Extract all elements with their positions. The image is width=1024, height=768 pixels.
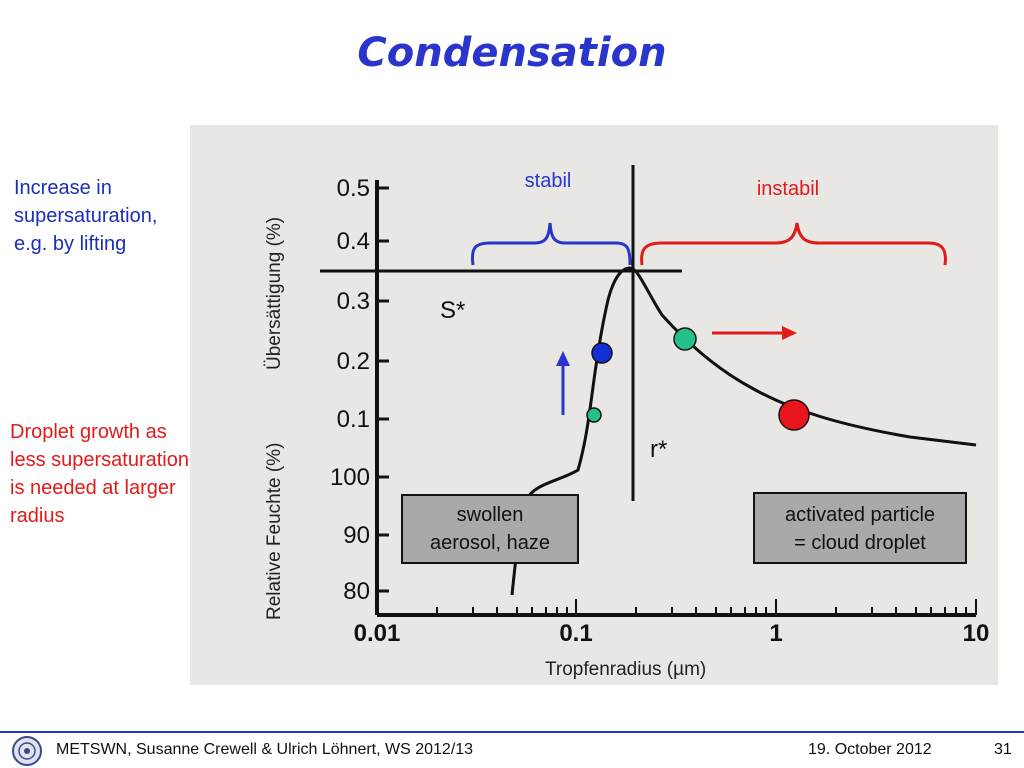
dot-red: [778, 399, 810, 431]
y-axis-title-lower: Relative Feuchte (%): [264, 443, 285, 620]
note-line: radius: [10, 505, 65, 527]
box-activated-line: activated particle: [785, 504, 935, 526]
dot-blue: [591, 342, 613, 364]
dot-green-small: [586, 407, 602, 423]
note-line: less supersaturation: [10, 449, 189, 471]
koehler-plot: 0.5 0.4 0.3 0.2 0.1 100 90 80 0.01 0.1 1…: [264, 165, 990, 680]
box-swollen-line: swollen: [457, 504, 524, 526]
koehler-figure: 0.5 0.4 0.3 0.2 0.1 100 90 80 0.01 0.1 1…: [190, 125, 998, 685]
stabil-brace: [471, 222, 632, 266]
x-axis-title: Tropfenradius (µm): [545, 659, 706, 680]
box-activated-particle: activated particle = cloud droplet: [753, 492, 967, 564]
x-tick-label: 0.01: [354, 620, 401, 647]
dot-green: [673, 327, 697, 351]
y-tick-label: 0.2: [337, 348, 370, 375]
x-tick-label: 0.1: [559, 620, 592, 647]
footer-date: 19. October 2012: [808, 741, 932, 758]
y-tick-label: 100: [330, 464, 370, 491]
y-tick-label: 0.1: [337, 406, 370, 433]
footer-divider: [0, 731, 1024, 733]
x-tick-label: 10: [963, 620, 990, 647]
label-s-star: S*: [440, 297, 465, 324]
y-tick-label: 0.5: [337, 175, 370, 202]
y-axis-title-upper: Übersättigung (%): [264, 217, 285, 370]
footer-credit: METSWN, Susanne Crewell & Ulrich Löhnert…: [56, 741, 474, 758]
box-swollen-line: aerosol, haze: [430, 532, 550, 554]
note-line: is needed at larger: [10, 477, 176, 499]
box-activated-line: = cloud droplet: [794, 532, 926, 554]
note-droplet-growth: Droplet growth as less supersaturation i…: [10, 418, 246, 530]
y-tick-label: 0.3: [337, 288, 370, 315]
box-swollen-aerosol: swollen aerosol, haze: [401, 494, 579, 564]
label-stabil: stabil: [525, 170, 572, 192]
y-tick-label: 80: [343, 578, 370, 605]
slide-title: Condensation: [357, 30, 667, 76]
y-tick-label: 0.4: [337, 228, 370, 255]
footer-page-number: 31: [994, 741, 1012, 758]
label-instabil: instabil: [757, 178, 819, 200]
x-tick-marks: [376, 599, 977, 615]
x-tick-label: 1: [769, 620, 782, 647]
instabil-brace: [640, 222, 947, 266]
note-line: Increase in: [14, 177, 112, 199]
note-line: e.g. by lifting: [14, 233, 127, 255]
note-supersaturation-lifting: Increase in supersaturation, e.g. by lif…: [14, 174, 214, 258]
note-line: Droplet growth as: [10, 421, 167, 443]
university-seal-icon: [12, 736, 42, 766]
y-tick-label: 90: [343, 522, 370, 549]
lifting-arrow-head: [556, 351, 570, 366]
label-r-star: r*: [650, 436, 667, 463]
koehler-curve: [510, 266, 977, 596]
growth-arrow-head: [782, 326, 797, 340]
note-line: supersaturation,: [14, 205, 158, 227]
y-tick-marks: [377, 186, 389, 593]
